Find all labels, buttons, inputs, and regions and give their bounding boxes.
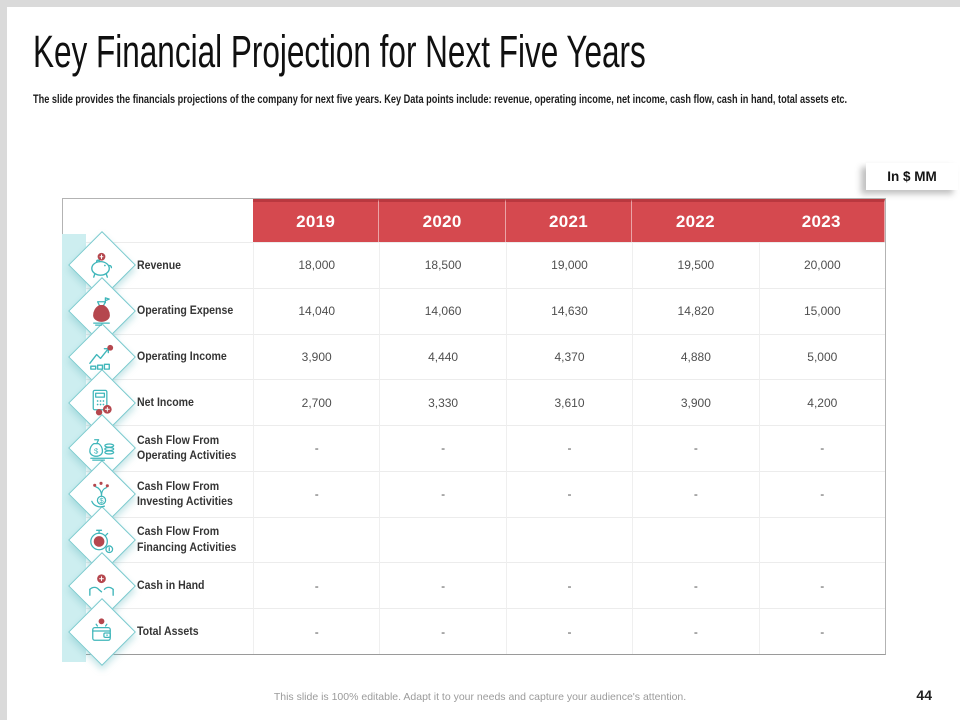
value-cell <box>505 516 633 563</box>
value-cell: 4,200 <box>758 379 885 426</box>
row-label: Operating Income <box>137 349 227 364</box>
unit-badge: In $ MM <box>866 163 958 190</box>
row-label-cell: Operating Expense <box>63 277 253 346</box>
value-cell: - <box>632 470 759 517</box>
svg-text:$: $ <box>94 446 99 455</box>
row-label: Total Assets <box>137 623 199 638</box>
row-label-cell: Operating Income <box>63 322 253 391</box>
value-cell: 3,900 <box>632 379 759 426</box>
value-cell: - <box>505 562 633 609</box>
value-cell: 15,000 <box>758 287 885 334</box>
value-cell: 5,000 <box>758 333 885 380</box>
value-cell: 14,820 <box>632 287 759 334</box>
value-cell: - <box>379 425 506 471</box>
value-cell: 18,500 <box>379 242 506 288</box>
value-cell: - <box>253 470 380 517</box>
value-cell: - <box>632 562 759 609</box>
wallet-coin-icon <box>78 609 124 655</box>
slide-frame-left <box>0 0 7 720</box>
value-cell: 4,370 <box>505 333 633 380</box>
value-cell: 14,630 <box>505 287 633 334</box>
money-bag-icon <box>78 288 124 334</box>
footer-note: This slide is 100% editable. Adapt it to… <box>273 691 687 703</box>
value-cell: 14,040 <box>253 287 380 334</box>
year-header: 2021 <box>505 199 633 242</box>
row-label: Cash Flow From Investing Activities <box>137 478 233 509</box>
value-cell: 19,000 <box>505 242 633 288</box>
slide-frame-top <box>0 0 960 7</box>
row-label: Cash in Hand <box>137 578 205 593</box>
row-label: Operating Expense <box>137 303 234 318</box>
value-cell <box>253 516 380 563</box>
value-cell: 3,330 <box>379 379 506 426</box>
value-cell: - <box>505 425 633 471</box>
value-cell: - <box>379 470 506 517</box>
value-cell: - <box>505 470 633 517</box>
calculator-coins-icon <box>78 380 124 426</box>
value-cell: - <box>505 608 633 654</box>
value-cell <box>758 516 885 563</box>
svg-text:$: $ <box>99 496 104 505</box>
value-cell: - <box>758 562 885 609</box>
value-cell: 20,000 <box>758 242 885 288</box>
value-cell: 14,060 <box>379 287 506 334</box>
value-cell: - <box>253 562 380 609</box>
table-corner-cell <box>63 199 253 242</box>
row-label-cell: Net Income <box>63 368 253 437</box>
value-cell: 4,880 <box>632 333 759 380</box>
investment-sprout-icon: $ <box>78 471 124 517</box>
value-cell: - <box>758 425 885 471</box>
value-cell: - <box>758 470 885 517</box>
row-label-cell: $ Cash Flow From Investing Activities <box>63 460 253 529</box>
row-label: Revenue <box>137 257 182 272</box>
value-cell: - <box>379 608 506 654</box>
hands-coin-icon <box>78 563 124 609</box>
row-label-cell: Revenue <box>63 231 253 300</box>
value-cell: - <box>253 608 380 654</box>
value-cell: - <box>632 425 759 471</box>
cash-stack-icon: $ <box>78 425 124 471</box>
year-header: 2019 <box>253 199 380 242</box>
page-title: Key Financial Projection for Next Five Y… <box>33 26 646 77</box>
year-header: 2022 <box>632 199 759 242</box>
stopwatch-coin-icon <box>78 517 124 563</box>
value-cell: 2,700 <box>253 379 380 426</box>
row-label-cell: Cash Flow From Financing Activities <box>63 506 253 574</box>
value-cell: 4,440 <box>379 333 506 380</box>
row-label: Cash Flow From Financing Activities <box>137 524 237 555</box>
row-label: Cash Flow From Operating Activities <box>137 432 237 463</box>
value-cell <box>379 516 506 563</box>
value-cell <box>632 516 759 563</box>
value-cell: 3,610 <box>505 379 633 426</box>
row-label-cell: $ Cash Flow From Operating Activities <box>63 414 253 483</box>
financial-table: 2019 2020 2021 2022 2023 Revenue 18,000 18,500 1… <box>62 198 886 666</box>
value-cell: 18,000 <box>253 242 380 288</box>
growth-chart-icon <box>78 334 124 380</box>
year-header: 2023 <box>758 199 885 242</box>
value-cell: - <box>379 562 506 609</box>
value-cell: 19,500 <box>632 242 759 288</box>
value-cell: - <box>253 425 380 471</box>
row-label-cell: Cash in Hand <box>63 551 253 620</box>
value-cell: - <box>758 608 885 654</box>
piggy-bank-icon <box>78 242 124 288</box>
row-label-cell: Total Assets <box>63 597 253 666</box>
value-cell: 3,900 <box>253 333 380 380</box>
row-label: Net Income <box>137 394 194 409</box>
year-header: 2020 <box>379 199 506 242</box>
slide-subtitle: The slide provides the financials projec… <box>33 94 848 106</box>
value-cell: - <box>632 608 759 654</box>
page-number: 44 <box>916 687 932 703</box>
